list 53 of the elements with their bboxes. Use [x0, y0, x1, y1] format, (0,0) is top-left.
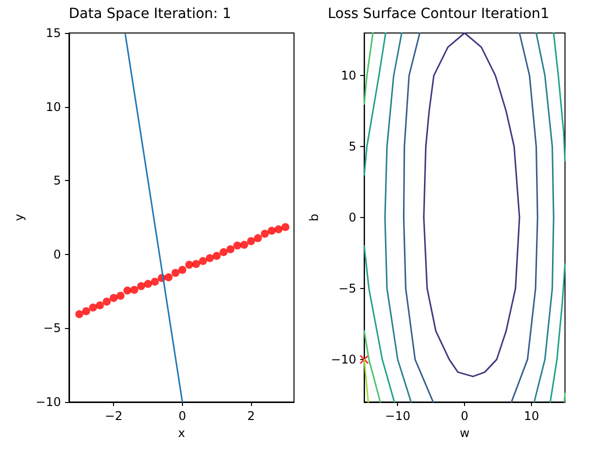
- point: [268, 226, 276, 235]
- point: [274, 225, 283, 234]
- x-axis-title: x: [178, 426, 186, 440]
- x-tick-label: −2: [104, 409, 123, 423]
- y-tick-label: 0: [53, 247, 61, 262]
- point: [75, 310, 84, 318]
- point: [185, 260, 194, 269]
- y-tick-label: 15: [46, 26, 61, 40]
- point: [96, 301, 104, 310]
- point: [144, 280, 152, 288]
- x-axis-title: w: [460, 426, 470, 440]
- point: [192, 260, 200, 268]
- chart-title: Loss Surface Contour Iteration1: [328, 6, 550, 22]
- point: [171, 268, 180, 277]
- point: [281, 223, 290, 232]
- x-tick-label: 0: [178, 409, 186, 423]
- point: [110, 294, 118, 302]
- point: [212, 252, 221, 260]
- x-tick-label: 0: [460, 409, 468, 423]
- point: [220, 248, 228, 256]
- point: [130, 286, 138, 294]
- y-tick-label: −5: [43, 321, 61, 336]
- point: [150, 278, 159, 286]
- point: [178, 266, 186, 274]
- chart-title: Data Space Iteration: 1: [68, 6, 232, 22]
- point: [240, 240, 248, 249]
- x-tick-label: −10: [385, 409, 410, 423]
- point: [254, 234, 262, 242]
- y-tick-label: 5: [348, 140, 356, 154]
- point: [102, 298, 111, 306]
- point: [89, 304, 98, 312]
- x-tick-label: 10: [524, 409, 540, 423]
- point: [137, 282, 146, 290]
- point: [123, 286, 132, 295]
- point: [82, 307, 90, 316]
- y-axis-title: y: [12, 214, 26, 222]
- point: [247, 237, 256, 246]
- y-tick-label: 0: [348, 210, 356, 224]
- point: [116, 292, 125, 300]
- y-tick-label: −5: [338, 281, 356, 296]
- y-tick-label: 10: [46, 100, 61, 114]
- point: [164, 273, 173, 282]
- y-axis-title: b: [307, 214, 321, 222]
- y-tick-label: 10: [340, 68, 356, 83]
- point: [206, 254, 214, 262]
- y-tick-label: −10: [330, 352, 356, 366]
- point: [260, 230, 269, 238]
- point: [233, 242, 242, 250]
- y-tick-label: −10: [36, 395, 61, 409]
- x-tick-label: 2: [247, 409, 255, 423]
- point: [198, 257, 207, 266]
- point: [226, 245, 234, 254]
- y-tick-label: 5: [53, 174, 61, 188]
